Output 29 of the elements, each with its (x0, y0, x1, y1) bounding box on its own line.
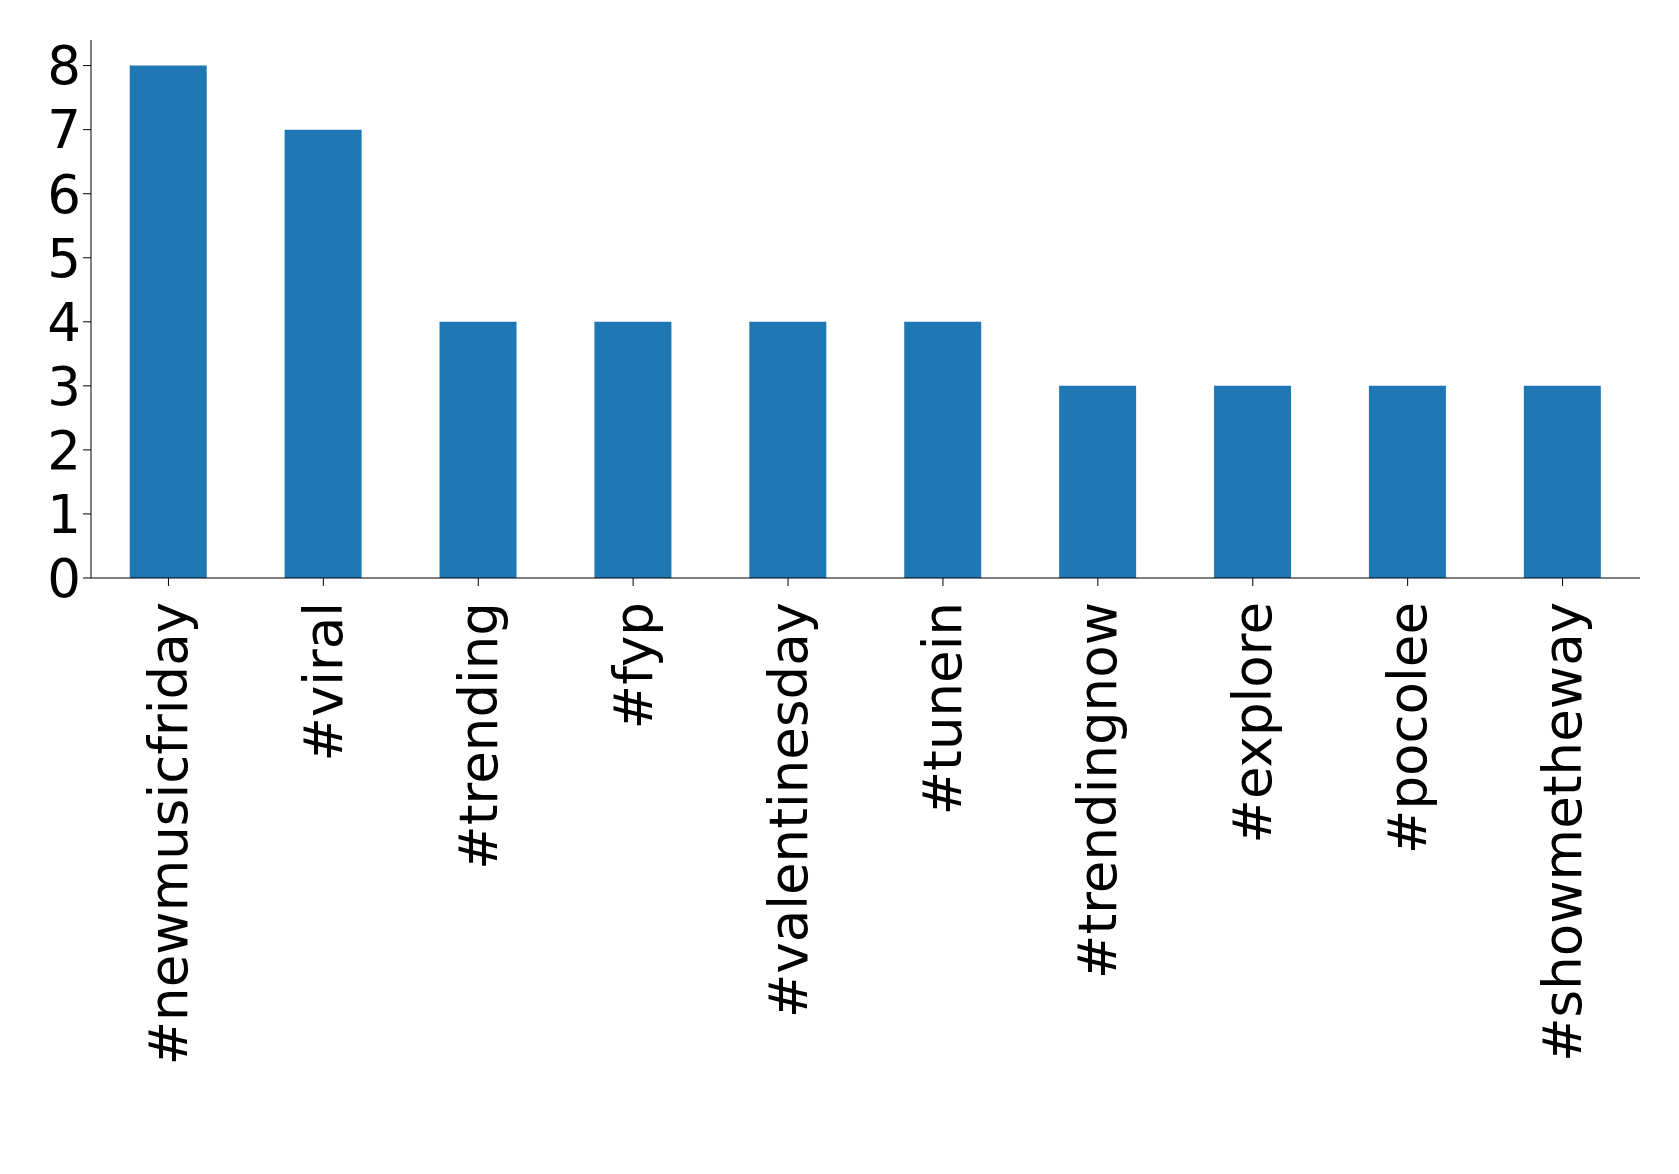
x-tick-label: #viral (292, 602, 354, 762)
x-tick-label: #trendingnow (1067, 602, 1129, 979)
bar (1059, 385, 1137, 578)
x-tick-label: #pocolee (1377, 602, 1439, 854)
y-tick-label: 4 (47, 291, 81, 353)
bar (284, 129, 362, 578)
y-tick-label: 2 (47, 419, 81, 481)
y-tick-label: 7 (47, 99, 81, 161)
bar (904, 321, 982, 578)
bar (1523, 385, 1601, 578)
bar (1214, 385, 1292, 578)
x-tick-label: #fyp (602, 602, 664, 730)
y-tick-label: 6 (47, 163, 81, 225)
bar (129, 65, 207, 578)
x-tick-label: #newmusicfriday (137, 602, 199, 1066)
x-tick-label: #trending (447, 602, 509, 870)
y-tick-label: 5 (47, 227, 81, 289)
x-tick-label: #valentinesday (757, 602, 819, 1018)
y-tick-label: 8 (47, 35, 81, 97)
y-tick-label: 0 (47, 547, 81, 609)
y-tick-label: 3 (47, 355, 81, 417)
bar (439, 321, 517, 578)
y-tick-label: 1 (47, 483, 81, 545)
x-tick-label: #showmetheway (1532, 602, 1594, 1062)
bar (749, 321, 827, 578)
x-tick-label: #explore (1222, 602, 1284, 844)
x-tick-label: #tunein (912, 602, 974, 816)
bar (1368, 385, 1446, 578)
bar (594, 321, 672, 578)
